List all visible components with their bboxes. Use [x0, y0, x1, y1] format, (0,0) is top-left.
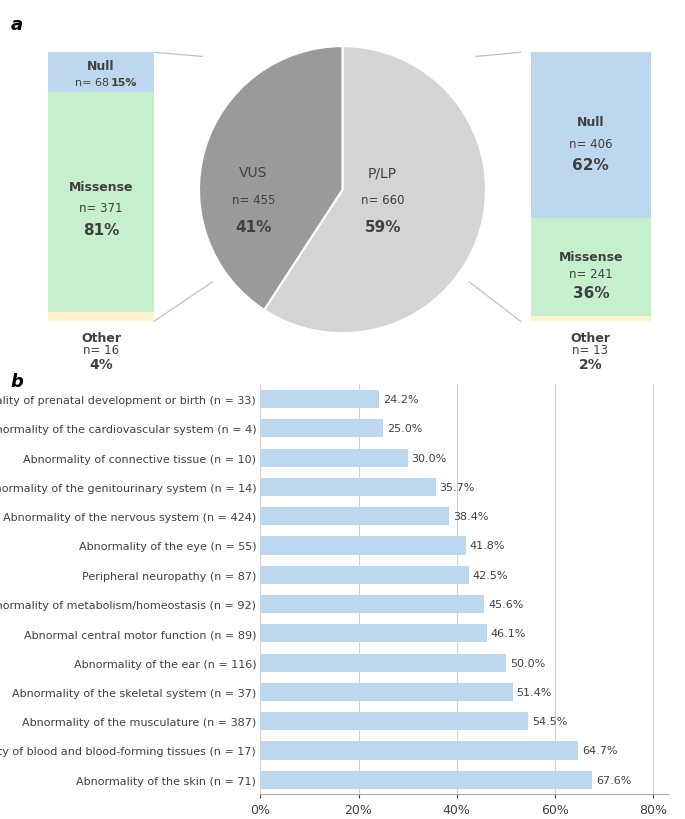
- Text: 50.0%: 50.0%: [510, 658, 545, 667]
- Bar: [260, 741, 578, 760]
- Bar: [260, 713, 528, 731]
- Text: 42.5%: 42.5%: [473, 570, 508, 580]
- Bar: [48, 53, 154, 93]
- Text: a: a: [10, 16, 23, 34]
- Bar: [260, 536, 466, 555]
- Bar: [260, 508, 449, 526]
- Text: 38.4%: 38.4%: [453, 512, 488, 522]
- Wedge shape: [264, 47, 486, 334]
- Text: 64.7%: 64.7%: [582, 745, 617, 756]
- Bar: [260, 391, 379, 409]
- Wedge shape: [199, 47, 342, 310]
- Text: 41.8%: 41.8%: [469, 541, 505, 551]
- Text: 2%: 2%: [579, 357, 602, 371]
- Text: n= 455: n= 455: [232, 194, 275, 207]
- Text: b: b: [10, 373, 23, 391]
- Bar: [260, 419, 383, 438]
- Text: Null: Null: [87, 60, 115, 73]
- Bar: [260, 566, 469, 584]
- Text: 4%: 4%: [90, 357, 113, 371]
- Text: Other: Other: [82, 332, 121, 345]
- Text: Other: Other: [571, 332, 610, 345]
- Text: 45.6%: 45.6%: [488, 600, 523, 609]
- Text: P/LP: P/LP: [368, 166, 397, 180]
- Text: 46.1%: 46.1%: [490, 628, 526, 639]
- Text: n= 16: n= 16: [84, 344, 119, 357]
- Bar: [260, 654, 506, 672]
- Text: 24.2%: 24.2%: [383, 395, 419, 405]
- Text: 30.0%: 30.0%: [412, 453, 447, 463]
- Text: n= 660: n= 660: [361, 194, 404, 207]
- Bar: [260, 624, 486, 643]
- Text: 25.0%: 25.0%: [387, 423, 423, 434]
- Text: 15%: 15%: [111, 78, 138, 88]
- Bar: [48, 93, 154, 312]
- Bar: [260, 449, 408, 467]
- Text: 51.4%: 51.4%: [516, 687, 552, 697]
- Text: n= 13: n= 13: [573, 344, 608, 357]
- Text: Null: Null: [577, 116, 605, 129]
- Text: 54.5%: 54.5%: [532, 717, 567, 726]
- Bar: [260, 478, 436, 496]
- Bar: [531, 219, 651, 317]
- Text: n= 68: n= 68: [75, 78, 110, 88]
- Text: n= 241: n= 241: [569, 268, 612, 281]
- Text: 35.7%: 35.7%: [440, 482, 475, 492]
- Bar: [531, 53, 651, 219]
- Text: 41%: 41%: [236, 220, 272, 235]
- Text: 62%: 62%: [573, 158, 609, 173]
- Bar: [260, 683, 512, 701]
- Bar: [260, 595, 484, 613]
- Text: Missense: Missense: [68, 180, 134, 193]
- Text: 36%: 36%: [573, 286, 609, 301]
- Text: 81%: 81%: [83, 222, 119, 238]
- Text: n= 371: n= 371: [79, 201, 123, 215]
- Text: VUS: VUS: [239, 166, 268, 180]
- Text: 67.6%: 67.6%: [596, 775, 632, 785]
- Bar: [48, 312, 154, 322]
- Text: 59%: 59%: [364, 220, 401, 235]
- Bar: [531, 317, 651, 322]
- Bar: [260, 771, 593, 789]
- Text: Missense: Missense: [558, 251, 623, 263]
- Text: n= 406: n= 406: [569, 138, 612, 151]
